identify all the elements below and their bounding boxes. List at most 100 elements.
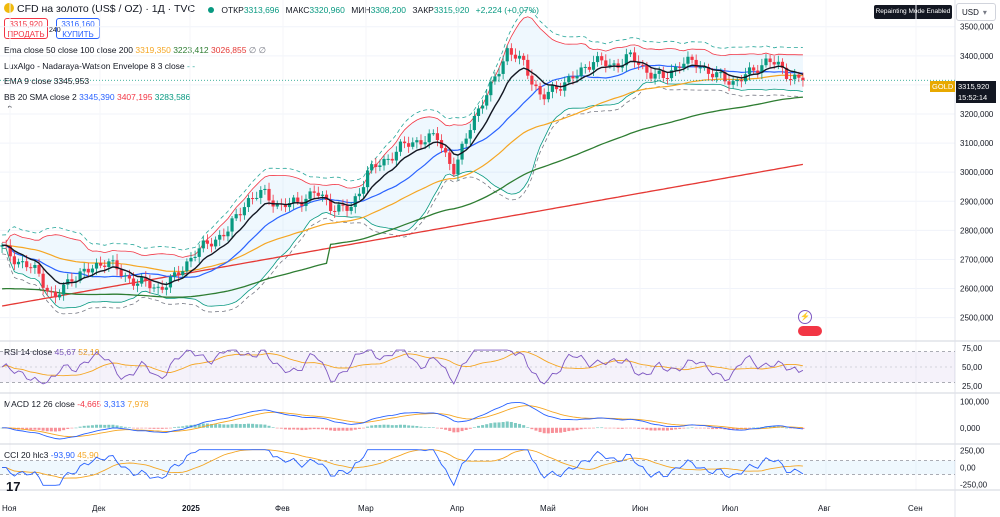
macd-hist-bar <box>53 427 57 432</box>
cci-ma-line <box>2 449 803 479</box>
macd-hist-bar <box>690 427 694 429</box>
candle-body <box>312 191 316 193</box>
candle-body <box>107 261 111 267</box>
cci-tick-label: 0,00 <box>960 464 976 473</box>
macd-signal-line <box>2 405 803 438</box>
candle-body <box>509 48 513 55</box>
candle-body <box>632 52 637 62</box>
macd-hist-bar <box>550 427 554 434</box>
candle-body <box>600 56 604 61</box>
candle-body <box>686 56 690 64</box>
rsi-line <box>1 349 804 385</box>
x-tick-label: Мар <box>358 504 374 513</box>
x-tick-label: Ноя <box>2 504 17 513</box>
candle-body <box>571 76 575 79</box>
candle-body <box>111 260 115 262</box>
candle-body <box>583 66 587 68</box>
rsi-tick-label: 75,00 <box>962 344 983 353</box>
macd-hist-bar <box>513 423 517 428</box>
macd-hist-bar <box>460 427 464 432</box>
candle-body <box>595 56 600 63</box>
candle-body <box>386 158 390 160</box>
candle-body <box>411 142 415 147</box>
legend-macd[interactable]: MACD 12 26 close -4,665 3,313 7,978 <box>4 399 149 409</box>
macd-hist-bar <box>440 427 444 429</box>
candle-body <box>628 52 633 55</box>
candle-body <box>456 159 460 175</box>
candle-body <box>156 286 160 288</box>
candle-body <box>33 265 37 268</box>
bb-basis-line <box>2 64 803 279</box>
macd-hist-bar <box>604 427 608 429</box>
macd-hist-bar <box>694 427 698 429</box>
macd-hist-bar <box>706 427 710 429</box>
candle-body <box>37 265 41 274</box>
candle-body <box>784 67 789 79</box>
candle-body <box>641 64 645 66</box>
candle-body <box>579 67 583 77</box>
us-events-icon[interactable] <box>798 326 822 336</box>
candle-body <box>493 76 497 82</box>
flash-event-icon[interactable]: ⚡ <box>798 310 812 324</box>
candle-body <box>427 133 431 143</box>
chevron-down-icon: ▾ <box>982 8 987 17</box>
legend-rsi[interactable]: RSI 14 close 45,67 52,19 <box>4 347 100 357</box>
sell-button[interactable]: 3315,920 ПРОДАТЬ <box>4 18 48 39</box>
macd-hist-bar <box>357 427 361 429</box>
chart-title[interactable]: CFD на золото (US$ / OZ) · 1Д · TVC <box>4 3 195 15</box>
macd-hist-bar <box>341 427 345 431</box>
macd-hist-bar <box>789 427 793 429</box>
candle-body <box>135 283 140 286</box>
macd-hist-bar <box>743 427 747 429</box>
macd-hist-bar <box>612 427 616 429</box>
candle-body <box>337 204 341 212</box>
candle-body <box>390 158 394 161</box>
macd-hist-bar <box>210 423 214 428</box>
x-tick-label: Апр <box>450 504 465 513</box>
candle-body <box>682 63 686 68</box>
macd-hist-bar <box>665 427 669 431</box>
candle-body <box>546 91 550 100</box>
candle-body <box>90 268 95 273</box>
bb-lower-line <box>2 80 803 309</box>
macd-hist-bar <box>752 427 756 429</box>
legend-bollinger[interactable]: BB 20 SMA close 2 3345,390 3407,195 3283… <box>4 92 191 102</box>
candle-body <box>661 70 665 79</box>
macd-hist-bar <box>131 427 135 429</box>
y-tick-label: 3400,000 <box>960 52 994 61</box>
legend-ema-multi[interactable]: Ema close 50 close 100 close 200 3319,35… <box>4 45 267 55</box>
ema200-line <box>1 163 804 307</box>
macd-hist-bar <box>33 427 37 430</box>
macd-hist-bar <box>600 427 604 429</box>
macd-hist-bar <box>616 427 620 429</box>
currency-select[interactable]: USD ▾ <box>956 3 996 21</box>
candle-body <box>345 205 349 211</box>
macd-hist-bar <box>177 426 181 428</box>
candle-body <box>222 234 226 237</box>
y-tick-label: 2800,000 <box>960 226 994 235</box>
candle-body <box>797 74 801 78</box>
macd-hist-bar <box>628 427 632 429</box>
macd-hist-bar <box>366 426 370 428</box>
macd-hist-bar <box>649 427 653 431</box>
macd-hist-bar <box>448 427 452 432</box>
candle-body <box>181 271 185 276</box>
candle-body <box>752 67 756 71</box>
macd-hist-bar <box>567 427 571 432</box>
macd-hist-bar <box>115 425 119 428</box>
cci-tick-label: -250,00 <box>960 481 988 490</box>
candle-body <box>702 67 706 69</box>
legend-cci[interactable]: CCI 20 hlc3 -93,90 45,90 <box>4 450 99 460</box>
candle-body <box>747 67 752 75</box>
candle-body <box>177 272 181 276</box>
legend-ema9[interactable]: EMA 9 close 3345,953 <box>4 76 90 86</box>
legend-nadaraya-watson[interactable]: LuxAlgo - Nadaraya-Watson Envelope 8 3 c… <box>4 61 196 71</box>
candle-body <box>444 148 448 153</box>
macd-hist-bar <box>95 424 99 428</box>
candle-body <box>690 56 694 60</box>
macd-hist-bar <box>431 427 435 428</box>
candle-body <box>0 245 4 247</box>
candle-body <box>723 72 727 82</box>
macd-hist-bar <box>653 427 657 431</box>
